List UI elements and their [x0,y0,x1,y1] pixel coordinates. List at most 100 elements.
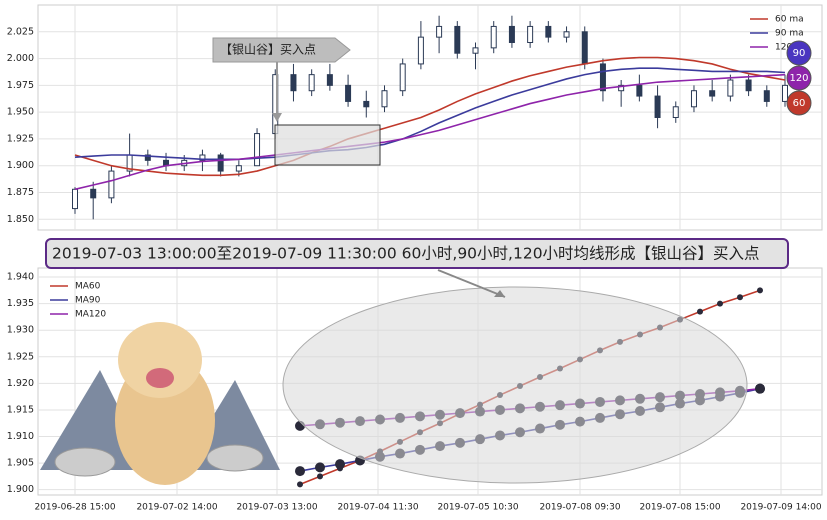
x-tick-label: 2019-07-04 11:30 [337,503,418,513]
ma-point [737,294,743,301]
candle-body [490,25,497,49]
x-tick-label: 2019-07-08 09:30 [539,503,620,513]
badge-label: 90 [793,48,806,59]
ma-line [74,73,786,191]
candle-body [290,74,297,92]
annotation-shape [212,37,351,63]
ma-line [74,56,786,177]
ma-point [297,481,303,488]
signal-box [274,124,381,166]
y-tick-label: 1.915 [7,404,34,415]
y-tick-label: 1.875 [7,187,34,198]
candle-body [199,154,206,161]
legend-label: MA120 [75,310,106,320]
candle-body [654,95,661,118]
candle-body [763,90,770,102]
candle-body [599,63,606,92]
pointer-arrow [437,269,506,298]
candle-body [254,133,261,167]
candle-body [436,25,443,38]
candle-body [308,74,315,92]
candle-body [363,100,370,108]
banner [45,238,789,269]
dog-head [118,322,202,398]
candle-body [527,25,534,43]
candle-body [108,170,115,199]
candle-body [709,90,716,97]
ma-point [697,308,703,315]
ma-line [74,67,786,161]
candle-body [472,47,479,54]
candle-body [581,31,588,65]
y-tick-label: 1.850 [7,214,34,225]
candle-body [618,84,625,92]
legend-label: 60 ma [775,15,804,25]
badge-label: 120 [789,73,808,84]
y-tick-label: 2.025 [7,26,34,37]
top-plot [37,4,823,231]
y-tick-label: 1.925 [7,133,34,144]
candle-body [563,31,570,38]
y-tick-label: 1.950 [7,107,34,118]
ma-point [295,466,305,477]
x-tick-label: 2019-07-08 15:00 [639,503,720,513]
x-tick-label: 2019-07-05 10:30 [437,503,518,513]
candle-body [417,36,424,65]
arrow-head [494,290,505,297]
annotation: 【银山谷】买入点 [220,43,316,57]
ma-point [757,287,763,294]
candle-body [144,154,151,161]
legend-label: MA90 [75,296,101,306]
candle-body [454,25,461,54]
x-tick-label: 2019-07-09 14:00 [740,503,821,513]
candle-body [690,90,697,108]
y-tick-label: 1.940 [7,272,34,283]
badge-label: 60 [793,98,806,109]
y-tick-label: 1.905 [7,458,34,469]
candle-body [381,90,388,108]
y-tick-label: 1.925 [7,351,34,362]
y-tick-label: 1.900 [7,484,34,495]
y-tick-label: 1.935 [7,298,34,309]
candle-body [636,84,643,97]
y-tick-label: 1.900 [7,160,34,171]
candle-body [545,25,552,38]
candle-body [217,154,224,172]
ingot [54,447,116,477]
x-tick-label: 2019-07-03 13:00 [236,503,317,513]
legend-label: MA60 [75,282,101,292]
badge [786,40,812,66]
y-tick-label: 2.000 [7,53,34,64]
ma-point [335,459,345,470]
ma-point [315,462,325,473]
dog-tongue [146,368,174,388]
legend-label: 90 ma [775,29,804,39]
candle-body [399,63,406,92]
candle-body [727,79,734,97]
candle-body [782,84,788,102]
decoration [40,322,280,485]
candle-body [326,74,333,86]
candle-body [345,84,352,102]
candle-body [72,188,78,210]
x-tick-label: 2019-06-28 15:00 [34,503,115,513]
badge [786,90,812,116]
candle-body [672,106,679,118]
ma-point [317,473,323,480]
y-tick-label: 1.920 [7,378,34,389]
x-tick-label: 2019-07-02 14:00 [136,503,217,513]
y-tick-label: 1.975 [7,80,34,91]
candle-body [235,165,242,172]
ingot [206,444,264,472]
badge [786,65,812,91]
banner-title: 2019-07-03 13:00:00至2019-07-09 11:30:00 … [52,245,760,263]
y-tick-label: 1.930 [7,325,34,336]
highlight-ellipse [282,286,748,484]
arrow-head [272,113,282,122]
ma-point [755,383,765,394]
y-tick-label: 1.910 [7,431,34,442]
candle-body [745,79,752,92]
candle-body [90,188,97,199]
ma-point [717,300,723,307]
